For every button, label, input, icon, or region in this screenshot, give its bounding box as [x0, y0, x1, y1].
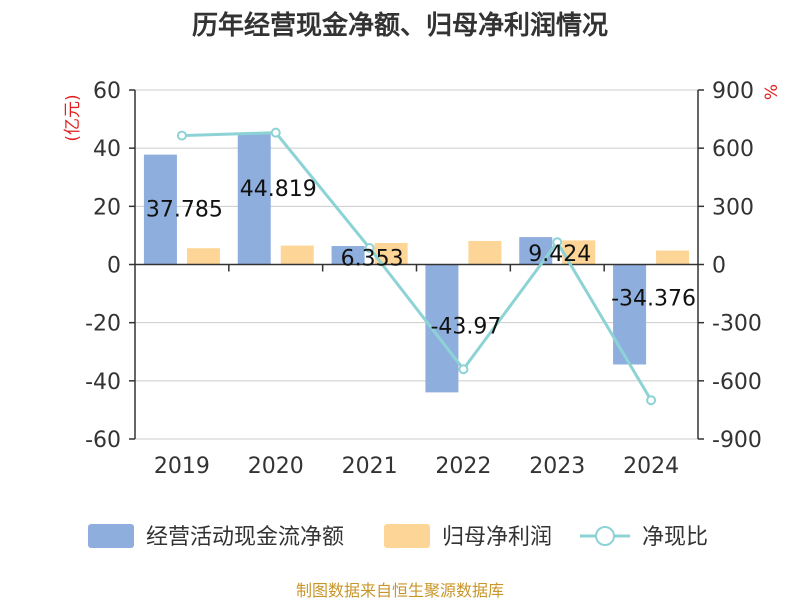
- right-tick-label: 600: [712, 137, 754, 162]
- bar-net-profit: [280, 245, 314, 265]
- source-note: 制图数据来自恒生聚源数据库: [296, 581, 504, 600]
- axes: 60 40 20 0 -20 -40 -60 900 600 300 0 -300 -600 -900 20…: [85, 79, 762, 479]
- data-labels: 37.785 44.819 6.353 -43.97 9.424 -34.376: [146, 177, 696, 339]
- chart-title: 历年经营现金净额、归母净利润情况: [192, 10, 608, 41]
- left-axis-unit: (亿元): [63, 94, 83, 141]
- data-label-cashflow: 44.819: [240, 177, 317, 202]
- ratio-point: [458, 364, 469, 375]
- legend-swatch-net-profit: [384, 524, 430, 548]
- data-label-cashflow: 6.353: [341, 246, 404, 271]
- left-tick-label: 0: [107, 254, 121, 279]
- right-tick-label: -900: [712, 428, 762, 453]
- bar-net-profit: [468, 240, 502, 265]
- data-label-cashflow: 37.785: [146, 198, 223, 223]
- x-tick-label: 2021: [342, 454, 398, 479]
- left-tick-label: 20: [93, 195, 121, 220]
- ratio-point: [270, 127, 281, 138]
- legend: 经营活动现金流净额 归母净利润 净现比: [88, 524, 708, 550]
- bars: [143, 134, 690, 393]
- left-tick-label: -20: [85, 312, 121, 337]
- bar-cashflow: [331, 246, 365, 265]
- legend-label-net-profit: 归母净利润: [442, 525, 552, 550]
- ratio-polyline: [181, 131, 653, 401]
- ratio-line: [176, 127, 657, 406]
- bar-cashflow: [143, 154, 177, 265]
- legend-label-ratio: 净现比: [642, 525, 708, 550]
- right-axis-unit: %: [762, 84, 782, 100]
- left-tick-label: -40: [85, 370, 121, 395]
- legend-marker-ratio: [595, 526, 615, 546]
- bar-net-profit: [374, 242, 408, 265]
- x-tick-label: 2020: [248, 454, 304, 479]
- bar-cashflow: [237, 134, 271, 265]
- ratio-point: [646, 395, 657, 406]
- bar-cashflow: [519, 237, 553, 265]
- right-tick-label: -300: [712, 312, 762, 337]
- x-tick-label: 2022: [435, 454, 491, 479]
- bar-net-profit: [656, 250, 690, 265]
- data-label-cashflow: -34.376: [611, 286, 696, 311]
- ratio-point: [176, 130, 187, 141]
- ratio-point: [552, 237, 563, 248]
- legend-label-cashflow: 经营活动现金流净额: [146, 525, 344, 550]
- right-tick-label: -600: [712, 370, 762, 395]
- grid-lines: [135, 89, 698, 440]
- x-tick-label: 2023: [529, 454, 585, 479]
- x-tick-label: 2019: [154, 454, 210, 479]
- right-tick-label: 300: [712, 195, 754, 220]
- right-tick-label: 0: [712, 254, 726, 279]
- data-label-cashflow: 9.424: [528, 242, 591, 267]
- left-tick-label: 60: [93, 79, 121, 104]
- ratio-point: [364, 243, 375, 254]
- data-label-cashflow: -43.97: [430, 314, 501, 339]
- bar-cashflow: [613, 264, 647, 365]
- right-tick-label: 900: [712, 79, 754, 104]
- left-tick-label: -60: [85, 428, 121, 453]
- bar-net-profit: [186, 248, 220, 265]
- legend-swatch-cashflow: [88, 524, 134, 548]
- x-tick-label: 2024: [623, 454, 679, 479]
- left-tick-label: 40: [93, 137, 121, 162]
